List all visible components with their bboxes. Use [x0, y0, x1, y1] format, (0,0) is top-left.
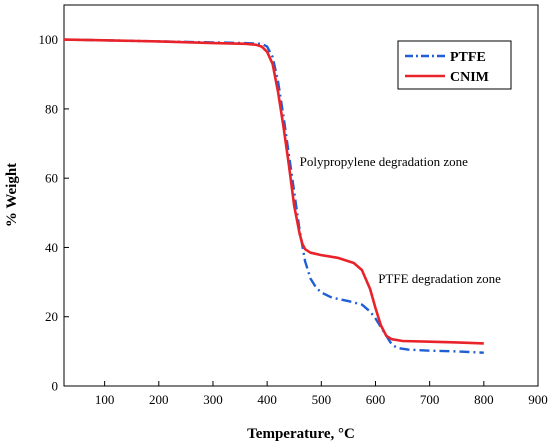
x-tick-label: 700	[420, 392, 440, 407]
annotations: Polypropylene degradation zone PTFE degra…	[300, 154, 502, 286]
x-tick-label: 200	[149, 392, 169, 407]
series-line-ptfe	[63, 38, 484, 354]
series-line-cnim	[63, 38, 484, 345]
y-tick-label: 20	[45, 309, 58, 324]
y-tick-label: 100	[39, 32, 59, 47]
series-lines	[63, 38, 484, 354]
legend-label-cnim: CNIM	[450, 70, 489, 85]
y-tick-label: 40	[45, 240, 58, 255]
x-tick-label: 800	[474, 392, 494, 407]
axis-ticks: 100 200 300 400 500 600 700 800 900 0 20 40 60 80 100	[39, 32, 548, 407]
x-tick-label: 500	[312, 392, 332, 407]
annotation-ptfe-zone: PTFE degradation zone	[378, 271, 501, 286]
y-axis-title: % Weight	[4, 163, 20, 227]
legend: PTFE CNIM	[397, 40, 512, 90]
x-axis-title: Temperature, °C	[247, 426, 355, 442]
annotation-polypropylene-zone: Polypropylene degradation zone	[300, 154, 468, 169]
legend-box	[397, 40, 512, 90]
legend-label-ptfe: PTFE	[450, 50, 486, 65]
plot-area-frame	[63, 4, 539, 387]
y-tick-label: 80	[45, 101, 58, 116]
x-tick-label: 300	[203, 392, 223, 407]
y-tick-label: 60	[45, 171, 58, 186]
x-tick-label: 600	[366, 392, 386, 407]
x-tick-label: 400	[257, 392, 277, 407]
x-tick-label: 100	[95, 392, 115, 407]
x-tick-label: 900	[528, 392, 548, 407]
y-tick-label: 0	[52, 379, 59, 394]
